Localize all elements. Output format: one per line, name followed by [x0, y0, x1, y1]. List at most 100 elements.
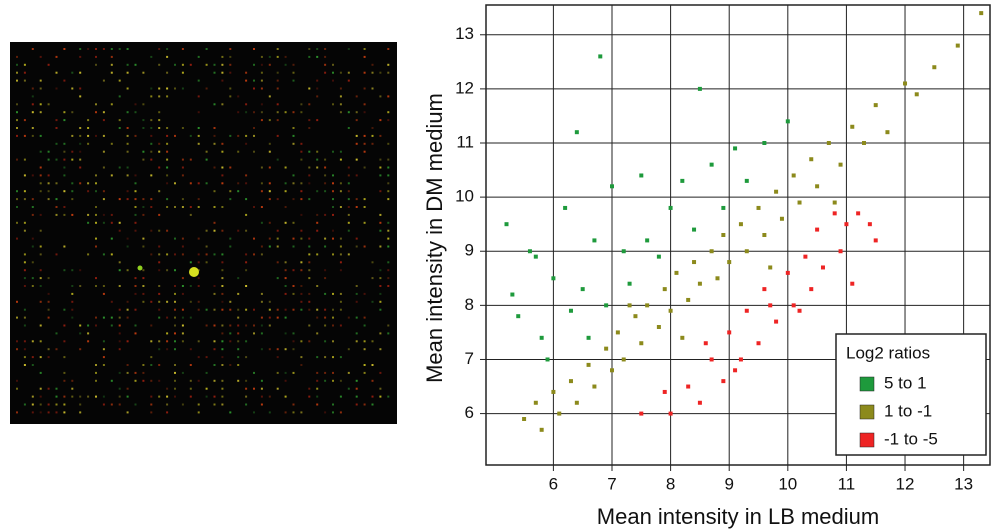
- array-spot: [221, 206, 224, 208]
- array-spot: [118, 324, 121, 327]
- array-spot: [379, 332, 382, 335]
- point: [744, 249, 749, 254]
- point: [774, 189, 779, 194]
- array-spot: [110, 253, 113, 256]
- point: [762, 141, 767, 145]
- array-spot: [221, 269, 224, 272]
- array-spot: [39, 213, 42, 216]
- array-spot: [260, 166, 263, 169]
- array-spot: [308, 55, 311, 58]
- array-spot: [205, 261, 208, 264]
- array-spot: [205, 229, 208, 232]
- point: [768, 265, 773, 270]
- array-spot: [126, 245, 129, 248]
- array-spot: [181, 158, 184, 161]
- array-spot: [371, 71, 374, 74]
- point: [598, 54, 603, 59]
- array-spot: [237, 340, 240, 343]
- array-spot: [292, 411, 295, 414]
- point: [850, 124, 855, 129]
- array-spot: [79, 48, 82, 50]
- array-spot: [55, 198, 58, 201]
- point: [762, 287, 767, 292]
- array-spot: [213, 285, 216, 287]
- array-spot: [47, 403, 50, 406]
- array-spot: [197, 261, 200, 264]
- array-spot: [355, 245, 358, 248]
- array-spot: [87, 142, 90, 145]
- array-spot: [316, 229, 319, 232]
- array-spot: [363, 206, 366, 208]
- array-spot: [221, 387, 224, 390]
- x-tick-label: 11: [838, 474, 856, 493]
- point: [645, 238, 650, 243]
- array-spot: [308, 127, 311, 129]
- array-spot: [134, 63, 137, 66]
- point: [791, 303, 796, 308]
- array-spot: [71, 292, 74, 295]
- array-spot: [221, 332, 224, 335]
- array-spot: [284, 55, 287, 58]
- array-spot: [363, 403, 366, 406]
- array-spot: [71, 158, 74, 161]
- array-spot: [39, 324, 42, 327]
- array-spot: [16, 198, 18, 201]
- array-spot: [268, 142, 271, 145]
- array-spot: [87, 332, 90, 335]
- array-spot: [158, 213, 161, 216]
- array-spot: [324, 174, 327, 177]
- array-spot: [347, 79, 350, 82]
- point: [615, 330, 620, 335]
- array-spot: [126, 308, 129, 311]
- array-spot: [260, 332, 263, 335]
- array-spot: [134, 371, 137, 374]
- array-spot: [189, 206, 192, 208]
- array-spot: [63, 166, 66, 169]
- array-spot: [268, 300, 271, 303]
- array-spot: [355, 111, 358, 114]
- array-spot: [268, 308, 271, 311]
- array-spot: [387, 111, 390, 114]
- array-spot: [79, 285, 82, 287]
- array-spot: [245, 79, 248, 82]
- array-spot: [324, 166, 327, 169]
- array-spot: [63, 308, 66, 311]
- array-spot: [71, 395, 74, 398]
- array-spot: [31, 198, 34, 201]
- array-spot: [308, 387, 311, 390]
- array-spot: [355, 119, 358, 122]
- point: [580, 287, 585, 292]
- array-spot: [150, 95, 153, 98]
- array-spot: [316, 285, 319, 287]
- array-spot: [71, 300, 74, 303]
- array-spot: [110, 213, 113, 216]
- array-spot: [150, 364, 153, 366]
- array-spot: [87, 221, 90, 224]
- array-spot: [102, 395, 105, 398]
- array-spot: [39, 371, 42, 374]
- array-spot: [276, 87, 279, 90]
- array-spot: [47, 150, 50, 153]
- array-spot: [142, 158, 145, 161]
- point: [627, 281, 632, 286]
- x-tick-label: 6: [549, 474, 558, 493]
- array-spot: [371, 134, 374, 137]
- x-tick-label: 8: [666, 474, 675, 493]
- array-spot: [245, 71, 248, 74]
- array-spot: [253, 371, 255, 374]
- array-spot: [371, 142, 374, 145]
- array-spot: [347, 166, 350, 169]
- y-tick-label: 13: [455, 24, 474, 43]
- array-spot: [237, 95, 240, 98]
- array-spot: [31, 174, 34, 177]
- array-spot: [363, 198, 366, 201]
- array-spot: [253, 411, 255, 414]
- array-spot: [245, 198, 248, 201]
- array-spot: [158, 253, 161, 256]
- array-spot: [158, 95, 161, 98]
- array-spot: [245, 111, 248, 114]
- array-spot: [276, 79, 279, 82]
- legend-swatch: [859, 404, 875, 420]
- array-spot: [253, 332, 255, 335]
- array-spot: [110, 316, 113, 319]
